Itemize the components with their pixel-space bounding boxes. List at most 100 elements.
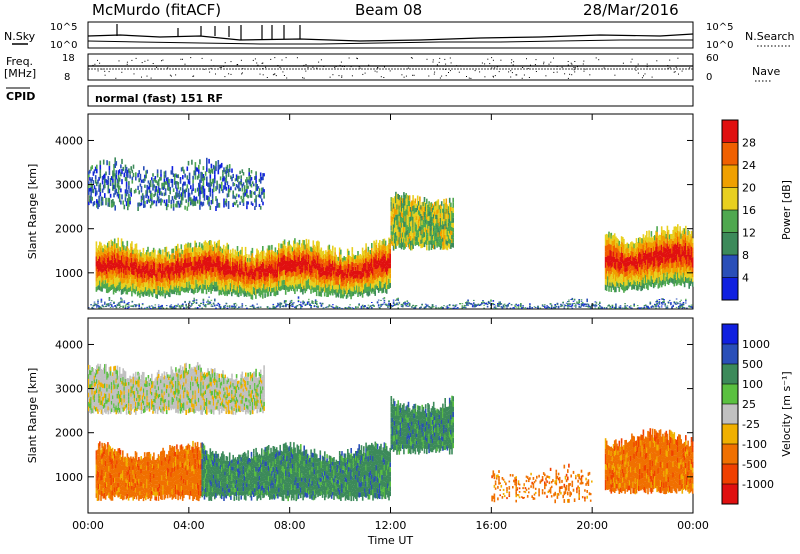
echo-cell [297,265,300,271]
echo-cell [365,268,367,274]
echo-cell [619,282,622,288]
echo-cell [286,277,288,282]
echo-cell [360,286,363,291]
nave-dot [338,75,340,77]
echo-cell [225,275,227,281]
echo-cell [605,251,608,257]
echo-cell [138,265,140,270]
echo-cell [358,255,360,260]
echo-cell [250,250,253,256]
echo-cell [426,224,428,230]
echo-cell [234,202,237,206]
echo-cell [396,214,398,220]
echo-cell [124,177,127,182]
echo-cell [666,225,669,232]
echo-cell [388,237,390,243]
echo-cell [228,282,231,287]
nave-dot [667,65,669,66]
echo-cell [675,268,678,275]
echo-cell [250,177,253,181]
echo-cell [360,282,363,287]
echo-cell [368,286,371,291]
nave-dot [484,76,486,78]
echo-cell [289,253,292,258]
echo-cell [163,182,166,186]
echo-cell [363,285,365,290]
echo-cell [344,260,347,265]
echo-cell [384,271,387,278]
echo-cell [211,198,214,204]
echo-cell [120,289,123,295]
echo-cell [175,245,178,251]
echo-cell [202,174,205,178]
echo-cell [179,282,181,287]
echo-cell [110,176,113,181]
echo-cell [130,262,132,268]
echo-cell [344,271,347,276]
echo-cell [618,276,621,282]
echo-cell [670,257,672,263]
echo-cell [336,280,339,285]
echo-cell [187,282,189,288]
echo-cell [149,204,152,209]
echo-cell [633,257,635,262]
echo-cell [263,259,265,264]
echo-cell [660,262,663,269]
echo-cell [141,179,144,183]
echo-cell [212,280,215,285]
echo-cell [375,279,378,285]
echo-cell [202,255,204,260]
echo-cell [348,263,350,269]
echo-cell [250,275,253,280]
echo-cell [105,179,107,183]
nave-dot [444,58,446,60]
echo-cell [95,276,98,282]
echo-cell [213,246,216,252]
echo-cell [143,258,146,263]
echo-cell [609,244,611,250]
echo-cell [103,253,106,258]
nave-dot [262,62,264,64]
echo-cell [164,247,166,253]
echo-cell [97,304,99,306]
echo-cell [248,275,250,280]
echo-cell [374,247,376,254]
echo-cell [211,193,214,199]
echo-cell [652,283,655,289]
echo-cell [636,271,639,277]
echo-cell [618,281,621,287]
echo-cell [174,278,177,283]
echo-cell [222,189,224,194]
echo-cell [271,273,273,279]
echo-cell [107,202,110,207]
echo-cell [155,294,157,298]
echo-cell [142,262,145,268]
echo-cell [389,243,391,249]
echo-cell [357,278,359,284]
echo-cell [642,234,645,240]
echo-cell [273,265,275,270]
echo-cell [218,250,220,257]
echo-cell [398,242,401,248]
echo-cell [100,252,102,258]
echo-cell [625,271,627,277]
echo-cell [406,194,409,200]
echo-cell [305,265,308,271]
nave-dot [282,71,284,73]
echo-cell [407,242,410,248]
echo-cell [403,232,405,239]
echo-cell [232,280,234,285]
echo-cell [298,274,301,280]
echo-cell [290,263,293,269]
echo-cell [245,179,247,183]
echo-cell [232,262,234,267]
echo-cell [257,258,259,264]
echo-cell [222,289,225,295]
echo-cell [276,250,279,255]
echo-cell [144,274,147,279]
echo-cell [193,266,195,271]
echo-cell [239,250,241,255]
echo-cell [165,246,168,252]
echo-cell [193,261,195,267]
nave-dot [92,64,94,66]
